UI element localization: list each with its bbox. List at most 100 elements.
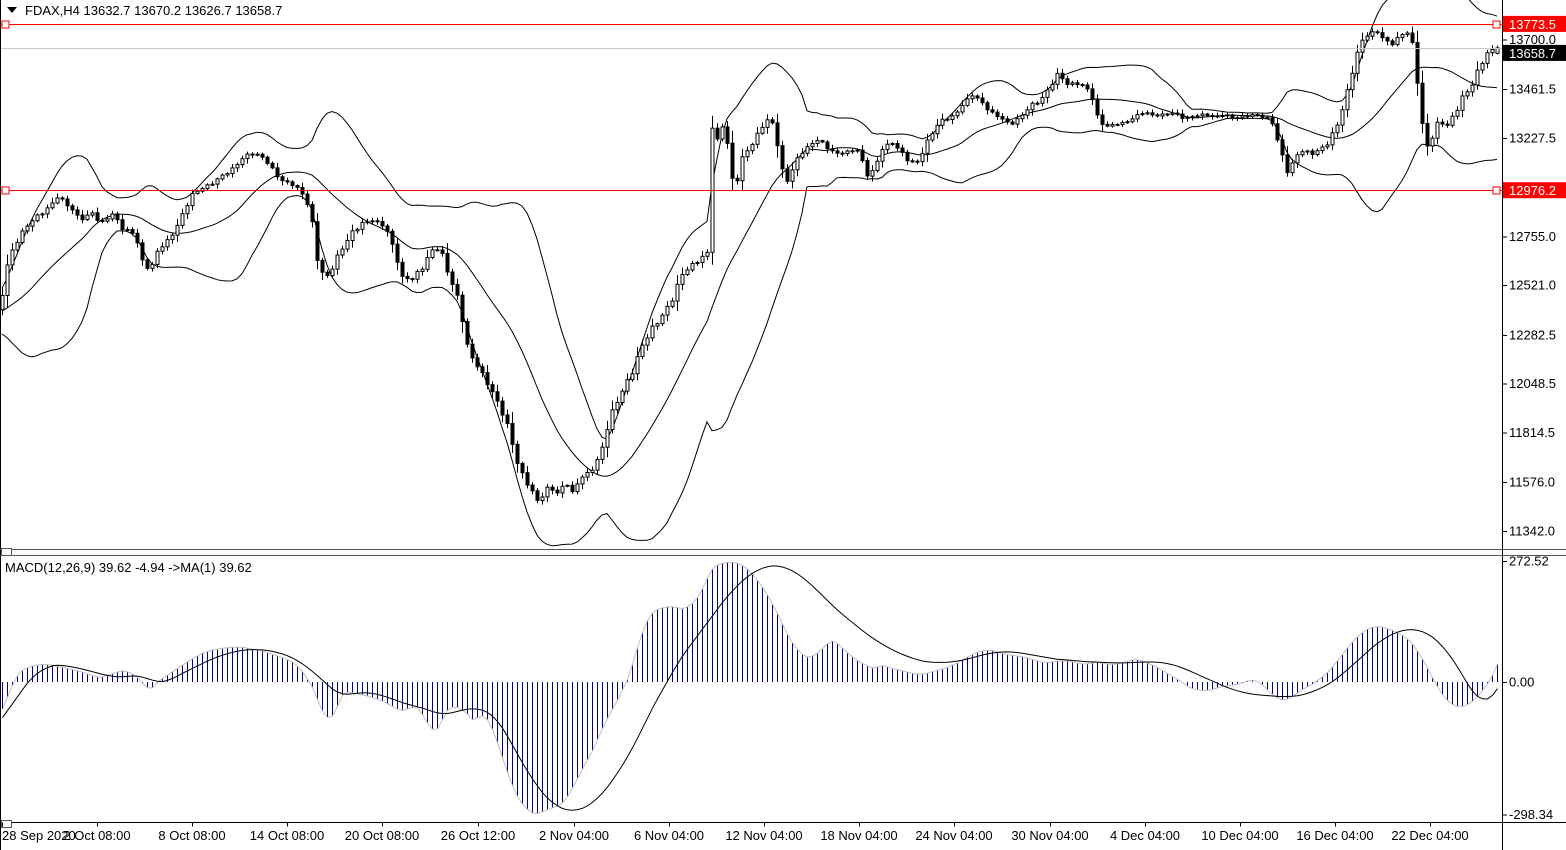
candle-bull <box>360 221 365 230</box>
candle-bear <box>385 225 390 232</box>
candle-bull <box>635 356 640 375</box>
panel-separator[interactable] <box>0 548 1566 828</box>
candle-bear <box>285 180 290 183</box>
candle-bull <box>150 263 155 269</box>
panel-grip[interactable] <box>1 548 12 556</box>
macd-main-line <box>2 561 1498 815</box>
candle-bear <box>715 127 720 140</box>
candle-bear <box>550 486 555 491</box>
candle-bear <box>1275 123 1280 141</box>
candle-bear <box>1415 41 1420 84</box>
candle-bear <box>985 102 990 111</box>
line-handle[interactable] <box>1492 20 1501 29</box>
candle-bear <box>1065 78 1070 86</box>
indicator-scale[interactable]: 272.52 0.00 -298.34 <box>1502 553 1553 822</box>
time-axis-label: 2 Nov 04:00 <box>539 828 609 843</box>
candle-bull <box>810 143 815 148</box>
candle-bear <box>530 484 535 492</box>
candle-bear <box>480 366 485 374</box>
candle-bull <box>935 124 940 135</box>
candle-bear <box>1035 102 1040 105</box>
time-axis-label: 8 Oct 08:00 <box>158 828 225 843</box>
time-axis-label: 20 Oct 08:00 <box>345 828 419 843</box>
candlestick-series[interactable] <box>0 26 1500 505</box>
line-price-badge <box>1503 15 1566 32</box>
candle-bull <box>245 153 250 160</box>
candle-bear <box>1270 117 1275 125</box>
candle-bull <box>965 98 970 106</box>
candle-bull <box>575 483 580 493</box>
candle-bear <box>1075 82 1080 86</box>
time-axis-label: 16 Dec 04:00 <box>1296 828 1373 843</box>
candle-bull <box>660 314 665 325</box>
line-handle[interactable] <box>1492 186 1501 195</box>
time-axis-label: 12 Nov 04:00 <box>725 828 802 843</box>
candle-bull <box>565 484 570 487</box>
line-handle[interactable] <box>1 186 10 195</box>
time-axis-label: 30 Nov 04:00 <box>1011 828 1088 843</box>
candle-bull <box>640 344 645 358</box>
candle-bull <box>1430 137 1435 147</box>
line-handle[interactable] <box>1 20 10 29</box>
chevron-down-icon[interactable] <box>7 7 17 13</box>
candle-bear <box>1390 40 1395 46</box>
candle-bull <box>720 126 725 140</box>
candle-bear <box>310 204 315 223</box>
candle-bull <box>765 119 770 128</box>
candle-bear <box>1155 114 1160 117</box>
candle-bull <box>30 220 35 227</box>
horizontal-line-objects[interactable] <box>0 20 1502 195</box>
candle-bull <box>420 268 425 272</box>
candle-bull <box>800 152 805 159</box>
price-axis-label: 13227.5 <box>1509 130 1556 145</box>
candle-bear <box>250 153 255 156</box>
candle-bull <box>1135 114 1140 120</box>
candle-bull <box>1190 115 1195 118</box>
panel-grip[interactable] <box>1 820 12 828</box>
badge-label: 12976.2 <box>1509 183 1556 198</box>
candle-bull <box>160 246 165 252</box>
candle-bull <box>675 283 680 302</box>
candle-bear <box>835 150 840 154</box>
candle-bull <box>560 485 565 494</box>
candle-bull <box>1170 112 1175 115</box>
candle-bear <box>840 152 845 155</box>
candle-bull <box>885 143 890 151</box>
candle-bull <box>190 192 195 207</box>
candle-bull <box>1460 95 1465 111</box>
time-axis-label: 28 Sep 2020 <box>2 828 76 843</box>
candle-bear <box>395 243 400 263</box>
candle-bear <box>1230 114 1235 119</box>
candle-bull <box>110 213 115 220</box>
candle-bull <box>330 268 335 277</box>
candle-bear <box>505 414 510 424</box>
candle-bear <box>315 221 320 261</box>
candle-bull <box>5 264 10 296</box>
candle-bull <box>1055 72 1060 85</box>
bid-price-badge <box>1503 44 1566 61</box>
candle-bull <box>1195 115 1200 118</box>
candle-bear <box>465 321 470 345</box>
candle-bull <box>105 218 110 222</box>
candle-bull <box>1325 144 1330 148</box>
candle-bull <box>1370 31 1375 37</box>
candle-bear <box>520 463 525 474</box>
candle-bull <box>875 160 880 172</box>
time-axis-label: 2 Oct 08:00 <box>63 828 130 843</box>
badge-label: 13773.5 <box>1509 17 1556 32</box>
candle-bear <box>735 177 740 182</box>
candle-bull <box>1470 84 1475 93</box>
price-axis-label: 11342.0 <box>1509 524 1555 539</box>
candle-bull <box>880 149 885 162</box>
candle-bull <box>1400 34 1405 38</box>
time-axis-label: 6 Nov 04:00 <box>634 828 704 843</box>
candle-bull <box>240 158 245 166</box>
candle-bear <box>980 97 985 104</box>
candle-bull <box>940 118 945 126</box>
candle-bull <box>155 250 160 265</box>
candle-bull <box>1395 36 1400 46</box>
candle-bear <box>95 212 100 221</box>
candle-bull <box>845 150 850 154</box>
